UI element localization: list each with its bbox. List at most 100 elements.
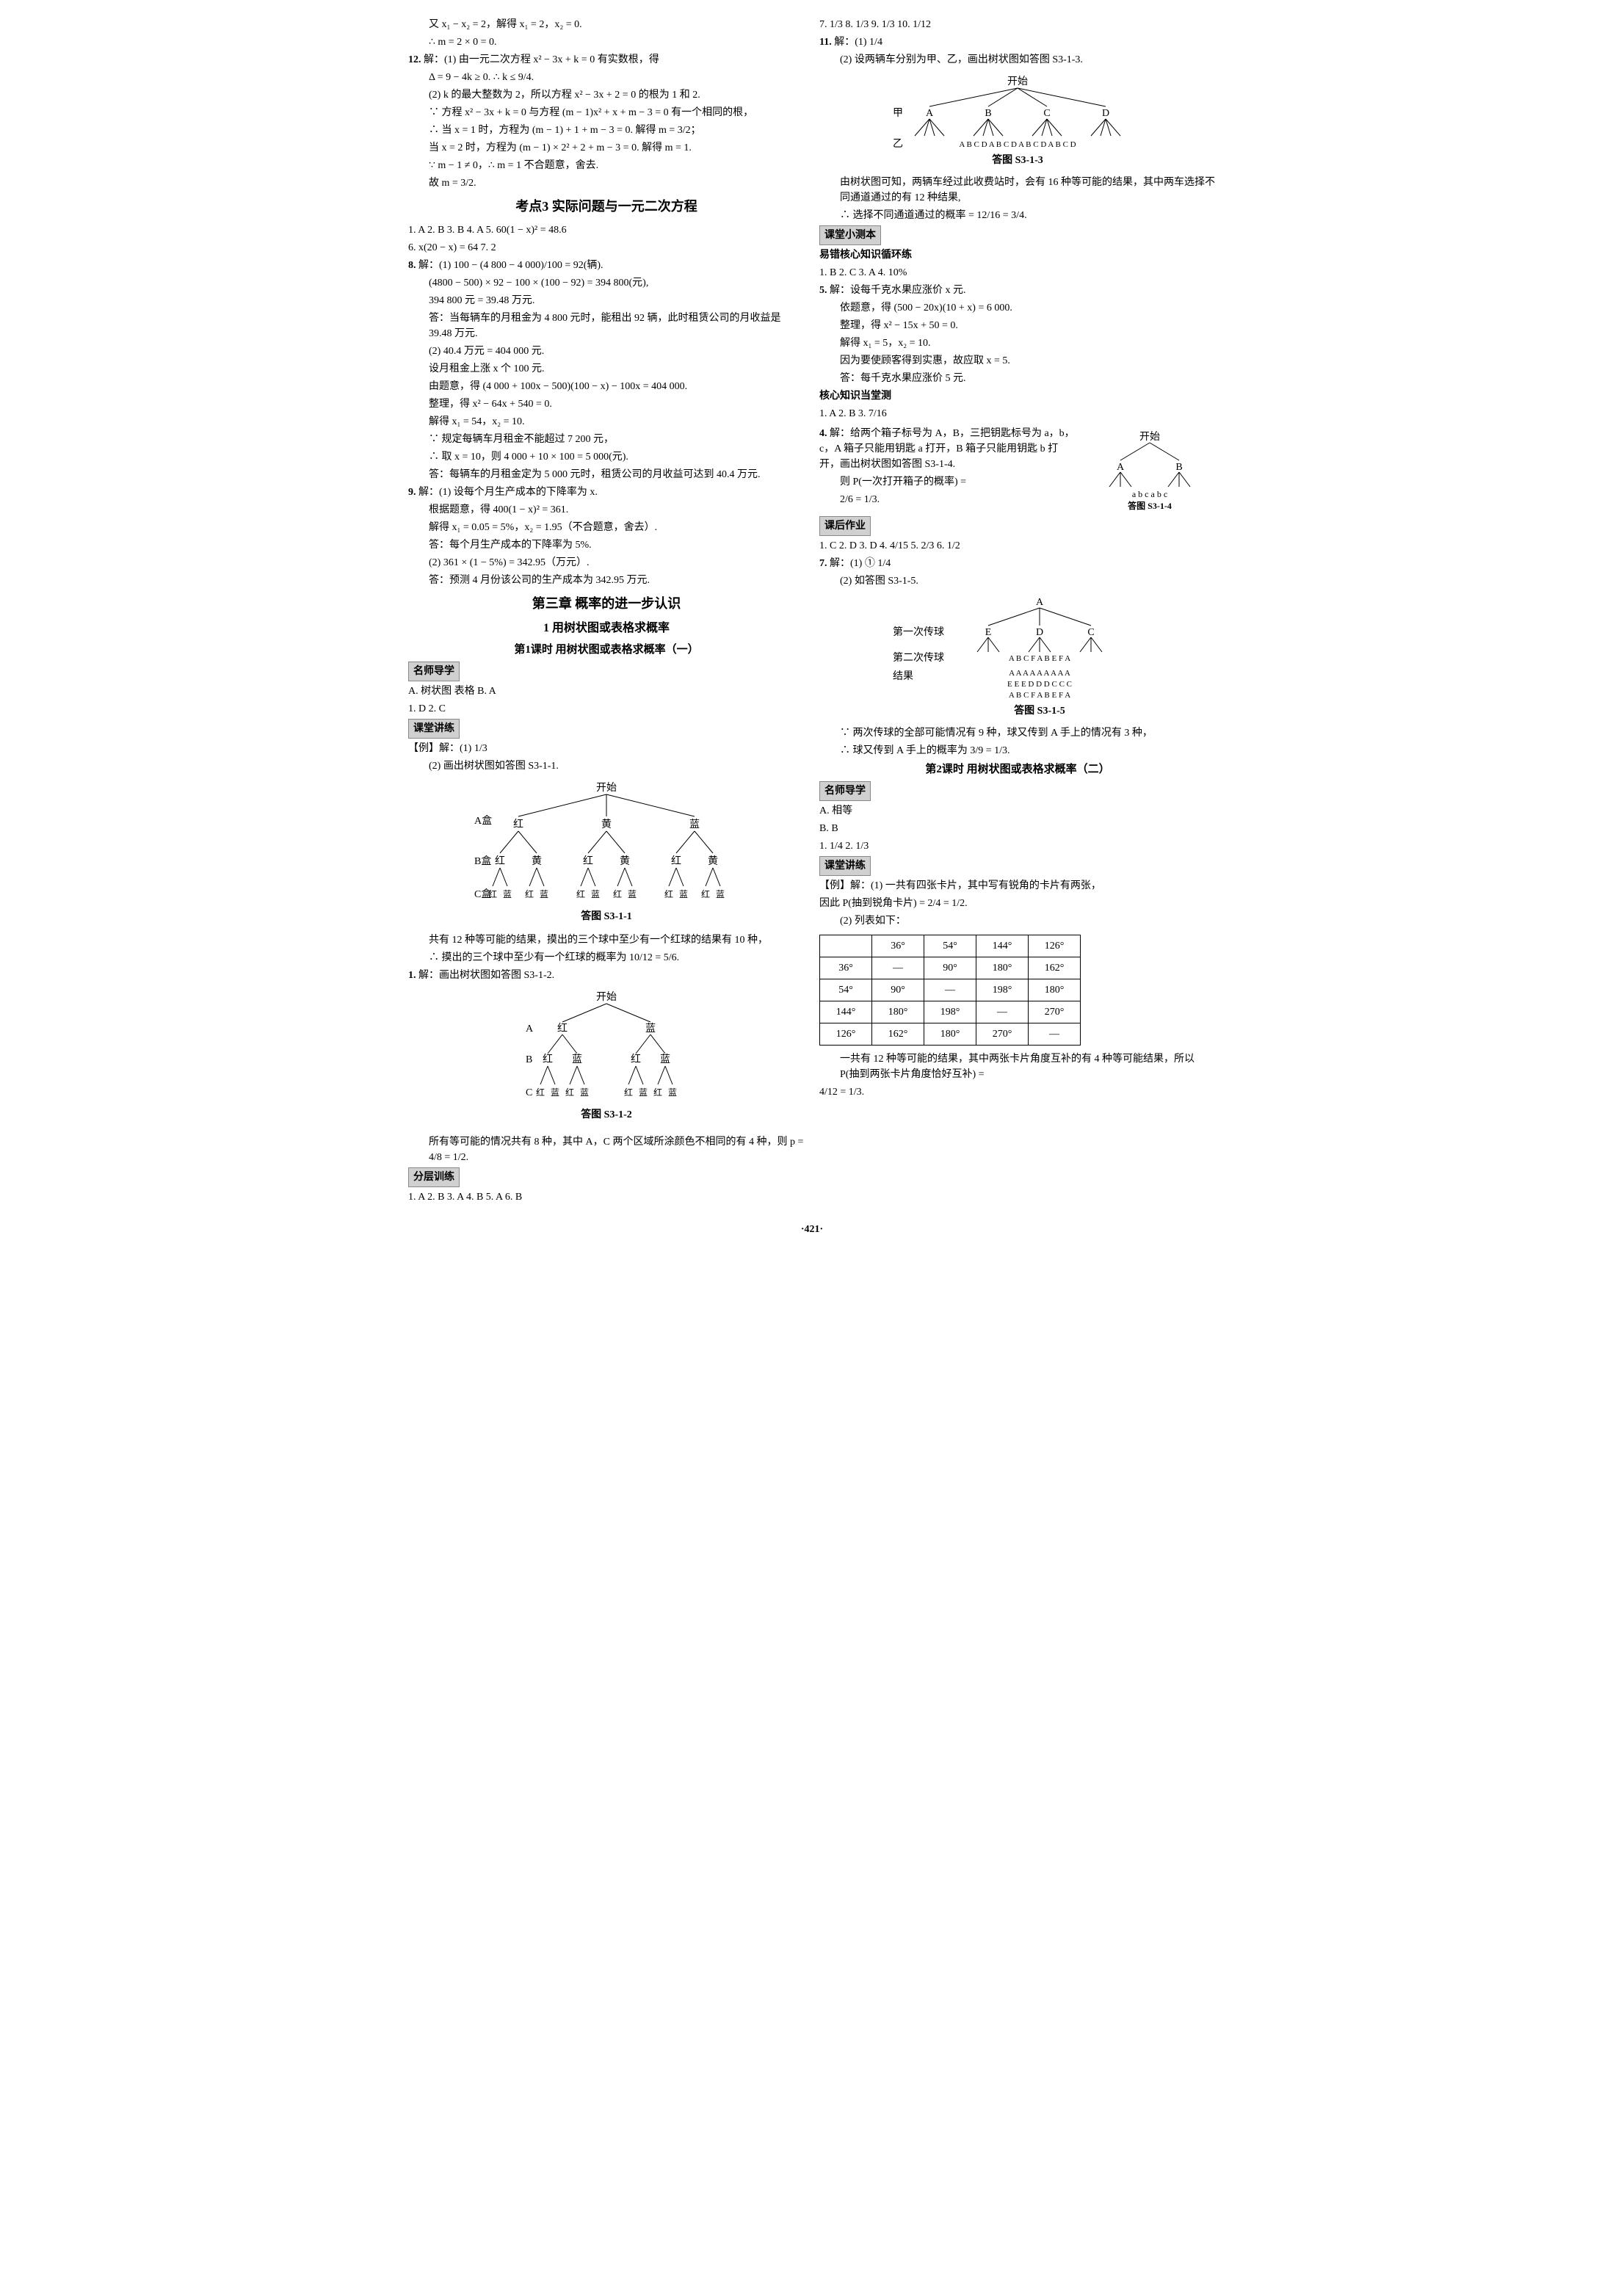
- text-line: 由树状图可知，两辆车经过此收费站时，会有 16 种等可能的结果，其中两车选择不同…: [819, 175, 1216, 206]
- svg-text:蓝: 蓝: [716, 889, 725, 899]
- text-line: 4/12 = 1/3.: [819, 1084, 1216, 1100]
- svg-text:开始: 开始: [1139, 431, 1160, 443]
- svg-text:A A A A A A A A A: A A A A A A A A A: [1009, 669, 1070, 678]
- svg-text:蓝: 蓝: [679, 889, 688, 899]
- table-cell: 180°: [976, 957, 1029, 979]
- kaodian3-title: 考点3 实际问题与一元二次方程: [408, 197, 805, 217]
- svg-text:A: A: [1117, 462, 1125, 473]
- svg-text:蓝: 蓝: [591, 889, 600, 899]
- table-cell: 180°: [872, 1001, 924, 1023]
- svg-text:第二次传球: 第二次传球: [893, 651, 944, 664]
- left-column: 又 x₁ − x₂ = 2，解得 x₁ = 2，x₂ = 0. ∴ m = 2 …: [408, 15, 805, 1207]
- tree-svg: 开始 A 红 蓝 B 红 蓝 红 蓝 C 红: [489, 989, 724, 1128]
- svg-text:结果: 结果: [893, 670, 913, 682]
- right-column: 7. 1/3 8. 1/3 9. 1/3 10. 1/12 11. 解：(1) …: [819, 15, 1216, 1207]
- text-line: 共有 12 种等可能的结果，摸出的三个球中至少有一个红球的结果有 10 种，: [408, 932, 805, 948]
- text-line: (2) 设两辆车分别为甲、乙，画出树状图如答图 S3-1-3.: [819, 52, 1216, 68]
- text-line: 解：设每千克水果应涨价 x 元.: [830, 285, 966, 296]
- tree-diagram-s3-1-4: 开始 A B a b c a b c 答图 S3-1-4: [1084, 430, 1216, 510]
- text-line: 解：(1) 1/4: [834, 37, 882, 48]
- q-number: 12.: [408, 54, 421, 65]
- text-line: 解：(1) 100 − (4 800 − 4 000)/100 = 92(辆).: [418, 260, 603, 271]
- text-line: 解：(1) ① 1/4: [830, 558, 891, 569]
- text-line: 一共有 12 种等可能的结果，其中两张卡片角度互补的有 4 种等可能结果，所以 …: [819, 1051, 1216, 1082]
- svg-text:A B C F A B E F A: A B C F A B E F A: [1009, 691, 1070, 700]
- q-number: 9.: [408, 487, 416, 498]
- table-header-cell: 126°: [1029, 935, 1081, 957]
- answer-row: 1. 1/4 2. 1/3: [819, 838, 1216, 854]
- text-line: B. B: [819, 821, 1216, 836]
- text-line: (2) 如答图 S3-1-5.: [819, 573, 1216, 589]
- svg-text:答图 S3-1-5: 答图 S3-1-5: [1014, 704, 1065, 717]
- text-line: (2) k 的最大整数为 2，所以方程 x² − 3x + 2 = 0 的根为 …: [408, 87, 805, 103]
- text-line: 因为要使顾客得到实惠，故应取 x = 5.: [819, 353, 1216, 369]
- svg-text:蓝: 蓝: [689, 819, 700, 830]
- table-cell: —: [1029, 1023, 1081, 1045]
- text-line: (2) 画出树状图如答图 S3-1-1.: [408, 758, 805, 774]
- text-line: 答：每个月生产成本的下降率为 5%.: [408, 537, 805, 553]
- text-line: 解得 x₁ = 0.05 = 5%，x₂ = 1.95（不合题意，舍去）.: [408, 520, 805, 535]
- svg-text:红: 红: [624, 1087, 633, 1098]
- svg-text:开始: 开始: [596, 782, 617, 794]
- text-line: 解：(1) 设每个月生产成本的下降率为 x.: [418, 487, 598, 498]
- tree-diagram-s3-1-5: A 第一次传球 E D C 第二次传球 A B C F A B E F A 结果…: [819, 595, 1216, 720]
- svg-text:A B C D A B C D A B C D A B: A B C D A B C D A B C D A B C D: [959, 140, 1076, 149]
- svg-text:蓝: 蓝: [572, 1054, 582, 1065]
- text-line: ∵ 规定每辆车月租金不能超过 7 200 元，: [408, 432, 805, 447]
- svg-text:蓝: 蓝: [628, 889, 637, 899]
- text-line: (2) 列表如下：: [819, 913, 1216, 929]
- svg-text:红: 红: [495, 855, 505, 867]
- text-line: (2) 40.4 万元 = 404 000 元.: [408, 344, 805, 359]
- svg-text:红: 红: [488, 888, 497, 899]
- table-cell: 90°: [924, 957, 976, 979]
- svg-text:答图 S3-1-2: 答图 S3-1-2: [581, 1108, 632, 1120]
- answer-row: 1. A 2. B 3. B 4. A 5. 60(1 − x)² = 48.6: [408, 222, 805, 238]
- q-number: 4.: [819, 428, 827, 439]
- svg-text:红: 红: [583, 855, 593, 867]
- table-cell: 270°: [976, 1023, 1029, 1045]
- text-line: ∵ 方程 x² − 3x + k = 0 与方程 (m − 1)x² + x +…: [408, 105, 805, 120]
- tree-svg: 开始 甲 A B C D 乙 A B C D A B C D A B C D: [863, 73, 1172, 169]
- mingshi2-label: 名师导学: [819, 781, 871, 801]
- table-header-cell: 36°: [872, 935, 924, 957]
- table-cell: 144°: [820, 1001, 872, 1023]
- text-line: 设月租金上涨 x 个 100 元.: [408, 361, 805, 377]
- text-line: ∵ 两次传球的全部可能情况有 9 种，球又传到 A 手上的情况有 3 种，: [819, 725, 1216, 741]
- table-cell: 90°: [872, 979, 924, 1001]
- hexin-label: 核心知识当堂测: [819, 388, 1216, 404]
- table-cell: 162°: [1029, 957, 1081, 979]
- svg-text:红: 红: [701, 888, 710, 899]
- text-line: 所有等可能的情况共有 8 种，其中 A，C 两个区域所涂颜色不相同的有 4 种，…: [408, 1134, 805, 1165]
- text-line: 解得 x₁ = 5，x₂ = 10.: [819, 336, 1216, 351]
- table-cell: 162°: [872, 1023, 924, 1045]
- svg-text:开始: 开始: [596, 991, 617, 1003]
- fenceng-label: 分层训练: [408, 1167, 460, 1187]
- ketang2-label: 课堂讲练: [819, 856, 871, 876]
- text-line: A. 树状图 表格 B. A: [408, 684, 805, 699]
- answer-row: 1. A 2. B 3. A 4. B 5. A 6. B: [408, 1189, 805, 1205]
- svg-text:B: B: [985, 108, 991, 119]
- svg-text:红: 红: [653, 1087, 662, 1098]
- table-cell: 180°: [924, 1023, 976, 1045]
- text-line: 2/6 = 1/3.: [819, 492, 1078, 507]
- q-number: 11.: [819, 37, 832, 48]
- text-line: ∴ 球又传到 A 手上的概率为 3/9 = 1/3.: [819, 743, 1216, 758]
- ketang-label: 课堂讲练: [408, 719, 460, 739]
- svg-text:黄: 黄: [601, 818, 612, 830]
- text-line: ∴ m = 2 × 0 = 0.: [408, 35, 805, 50]
- svg-text:E E E D D D C C C: E E E D D D C C C: [1007, 680, 1072, 689]
- answer-row: 7. 1/3 8. 1/3 9. 1/3 10. 1/12: [819, 17, 1216, 32]
- text-line: 【例】解：(1) 一共有四张卡片，其中写有锐角的卡片有两张，: [819, 878, 1216, 894]
- svg-text:乙: 乙: [893, 138, 903, 150]
- text-line: 依题意，得 (500 − 20x)(10 + x) = 6 000.: [819, 300, 1216, 316]
- svg-text:蓝: 蓝: [540, 889, 548, 899]
- text-line: ∴ 取 x = 10，则 4 000 + 10 × 100 = 5 000(元)…: [408, 449, 805, 465]
- page-number: ·421·: [15, 1222, 1609, 1237]
- text-line: 1. D 2. C: [408, 701, 805, 717]
- tree-diagram-s3-1-1: 开始 A盒 红 黄 蓝 B盒 红 黄 红 黄 红 黄: [408, 780, 805, 927]
- table-cell: 54°: [820, 979, 872, 1001]
- svg-text:红: 红: [671, 855, 681, 867]
- svg-text:C: C: [1087, 627, 1094, 638]
- text-line: 则 P(一次打开箱子的概率) =: [819, 474, 1078, 490]
- text-line: 解：(1) 由一元二次方程 x² − 3x + k = 0 有实数根，得: [424, 54, 659, 65]
